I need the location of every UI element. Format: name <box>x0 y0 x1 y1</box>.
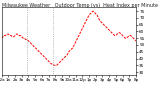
Text: Milwaukee Weather   Outdoor Temp (vs)  Heat Index per Minute (Last 24 Hours): Milwaukee Weather Outdoor Temp (vs) Heat… <box>2 3 160 8</box>
